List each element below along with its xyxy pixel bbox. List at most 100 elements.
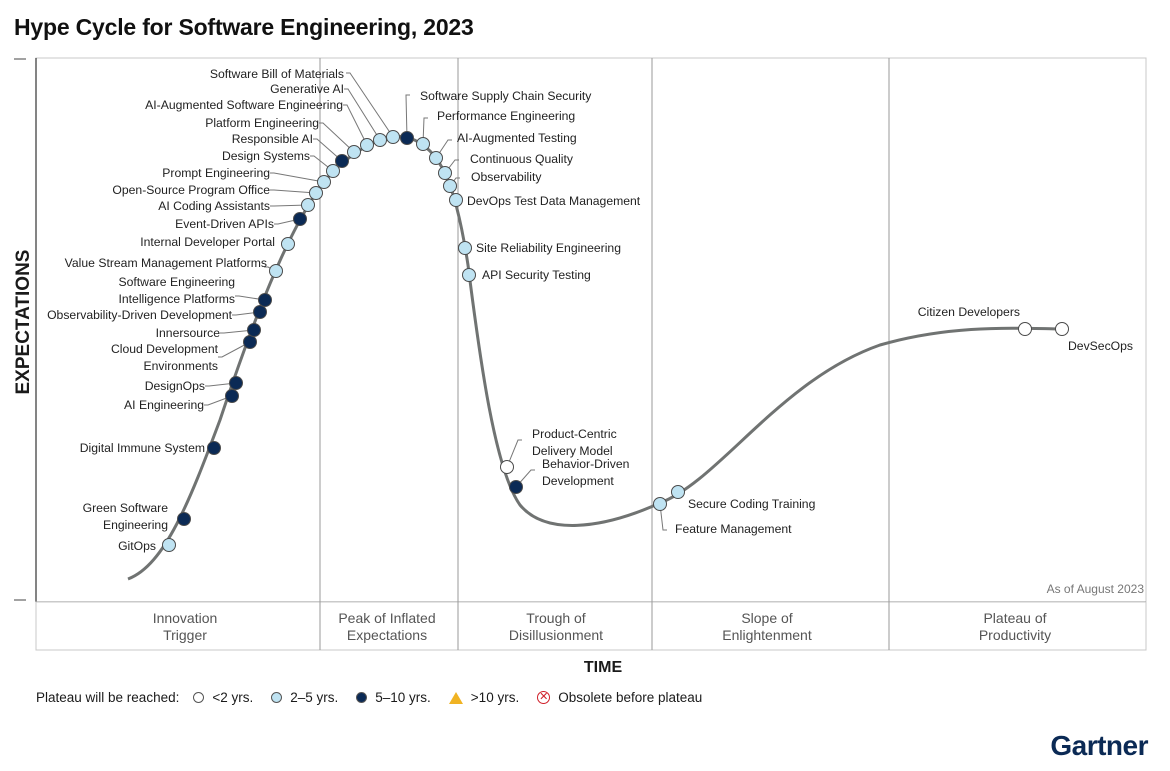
point-designops[interactable]: [229, 376, 243, 390]
technology-labels: GitOps Green Software Engineering Digital I…: [47, 67, 1133, 553]
point-secure-coding-training[interactable]: [671, 485, 685, 499]
phase-label-line2: Enlightenment: [722, 627, 812, 643]
leader-software-bill-of-materials: [346, 72, 394, 138]
point-product-centric-delivery-model[interactable]: [500, 460, 514, 474]
label-site-reliability-engineering: Site Reliability Engineering: [476, 241, 621, 255]
label-cloud-development-environments: Cloud Development Environments: [111, 342, 219, 373]
label-green-software-engineering: Green Software Engineering: [83, 501, 169, 532]
point-platform-engineering[interactable]: [347, 145, 361, 159]
leader-open-source-program-office: [270, 189, 317, 194]
leader-platform-engineering: [319, 122, 355, 153]
point-open-source-program-office[interactable]: [309, 186, 323, 200]
leader-design-systems: [310, 155, 334, 172]
white-circle-icon: [193, 692, 205, 703]
legend-title: Plateau will be reached:: [36, 690, 180, 705]
phase-label-line1: Plateau of: [983, 610, 1046, 626]
phase-band: [35, 601, 1147, 651]
label-designops: DesignOps: [145, 379, 205, 393]
leader-ai-engineering: [204, 395, 233, 406]
light-blue-circle-icon: [271, 692, 283, 703]
label-platform-engineering: Platform Engineering: [205, 116, 319, 130]
leader-responsible-ai: [313, 138, 343, 162]
point-behavior-driven-development[interactable]: [509, 480, 523, 494]
label-responsible-ai: Responsible AI: [232, 132, 313, 146]
label-observability: Observability: [471, 170, 542, 184]
label-event-driven-apis: Event-Driven APIs: [175, 217, 274, 231]
point-gitops[interactable]: [162, 538, 176, 552]
point-generative-ai[interactable]: [373, 133, 387, 147]
point-ai-engineering[interactable]: [225, 389, 239, 403]
leader-product-centric-delivery-model: [506, 439, 522, 468]
label-observability-driven-development: Observability-Driven Development: [47, 308, 233, 322]
leader-ai-coding-assistants: [270, 204, 309, 207]
phase-label-line2: Expectations: [347, 627, 427, 643]
point-software-supply-chain-security[interactable]: [400, 131, 414, 145]
label-software-engineering-intelligence-platforms: Software Engineering Intelligence Platfor…: [118, 275, 235, 306]
label-product-centric-delivery-model: Product-Centric Delivery Model: [532, 427, 617, 458]
point-value-stream-management-platforms[interactable]: [269, 264, 283, 278]
technology-points: [162, 130, 1069, 552]
leader-lines: [204, 72, 667, 531]
phase-innovation-trigger: Innovation Trigger: [153, 610, 218, 643]
hype-cycle-chart: Innovation Trigger Peak of Inflated Expe…: [14, 57, 1147, 651]
label-ai-coding-assistants: AI Coding Assistants: [158, 199, 270, 213]
leader-ai-augmented-testing: [435, 139, 452, 159]
red-x-circle-icon: ✕: [537, 691, 551, 704]
label-digital-immune-system: Digital Immune System: [80, 441, 205, 455]
point-cloud-development-environments[interactable]: [243, 335, 257, 349]
legend: Plateau will be reached: <2 yrs. 2–5 yrs…: [36, 690, 720, 705]
as-of-date: As of August 2023: [1046, 582, 1144, 596]
point-design-systems[interactable]: [326, 164, 340, 178]
label-ai-engineering: AI Engineering: [124, 398, 204, 412]
legend-item-5to10: 5–10 yrs.: [356, 690, 431, 705]
legend-item-2to5: 2–5 yrs.: [271, 690, 338, 705]
point-api-security-testing[interactable]: [462, 268, 476, 282]
phase-label-line2: Productivity: [979, 627, 1051, 643]
point-prompt-engineering[interactable]: [317, 175, 331, 189]
leader-prompt-engineering: [270, 172, 325, 183]
point-event-driven-apis[interactable]: [293, 212, 307, 226]
point-internal-developer-portal[interactable]: [281, 237, 295, 251]
leader-feature-management: [659, 503, 667, 531]
point-ai-augmented-software-engineering[interactable]: [360, 138, 374, 152]
leader-software-supply-chain-security: [405, 94, 410, 139]
legend-label: <2 yrs.: [212, 690, 254, 705]
leader-performance-engineering: [422, 117, 428, 145]
point-ai-coding-assistants[interactable]: [301, 198, 315, 212]
legend-label: 2–5 yrs.: [290, 690, 339, 705]
phase-label-line2: Trigger: [163, 627, 207, 643]
point-citizen-developers[interactable]: [1018, 322, 1032, 336]
phase-label-line1: Slope of: [741, 610, 792, 626]
label-software-supply-chain-security: Software Supply Chain Security: [420, 89, 592, 103]
point-ai-augmented-testing[interactable]: [429, 151, 443, 165]
point-software-engineering-intelligence-platforms[interactable]: [258, 293, 272, 307]
point-software-bill-of-materials[interactable]: [386, 130, 400, 144]
point-performance-engineering[interactable]: [416, 137, 430, 151]
leader-cloud-development-environments: [218, 341, 251, 358]
point-devops-test-data-management[interactable]: [449, 193, 463, 207]
navy-circle-icon: [356, 692, 368, 703]
point-innersource[interactable]: [247, 323, 261, 337]
label-api-security-testing: API Security Testing: [482, 268, 591, 282]
chart-title: Hype Cycle for Software Engineering, 202…: [14, 14, 474, 40]
gartner-logo: Gartner: [1050, 730, 1148, 761]
point-observability[interactable]: [443, 179, 457, 193]
yellow-triangle-icon: [448, 691, 463, 704]
point-responsible-ai[interactable]: [335, 154, 349, 168]
legend-label: Obsolete before plateau: [558, 690, 703, 705]
point-devsecops[interactable]: [1055, 322, 1069, 336]
label-performance-engineering: Performance Engineering: [437, 109, 575, 123]
leader-observability-driven-development: [232, 311, 261, 316]
label-feature-management: Feature Management: [675, 522, 792, 536]
leader-designops: [205, 382, 237, 387]
label-value-stream-management-platforms: Value Stream Management Platforms: [65, 256, 267, 270]
point-continuous-quality[interactable]: [438, 166, 452, 180]
point-site-reliability-engineering[interactable]: [458, 241, 472, 255]
point-digital-immune-system[interactable]: [207, 441, 221, 455]
phase-label-line2: Disillusionment: [509, 627, 603, 643]
point-feature-management[interactable]: [653, 497, 667, 511]
point-green-software-engineering[interactable]: [177, 512, 191, 526]
point-observability-driven-development[interactable]: [253, 305, 267, 319]
phase-label-line1: Trough of: [526, 610, 586, 626]
leader-software-engineering-intelligence-platforms: [235, 295, 266, 301]
